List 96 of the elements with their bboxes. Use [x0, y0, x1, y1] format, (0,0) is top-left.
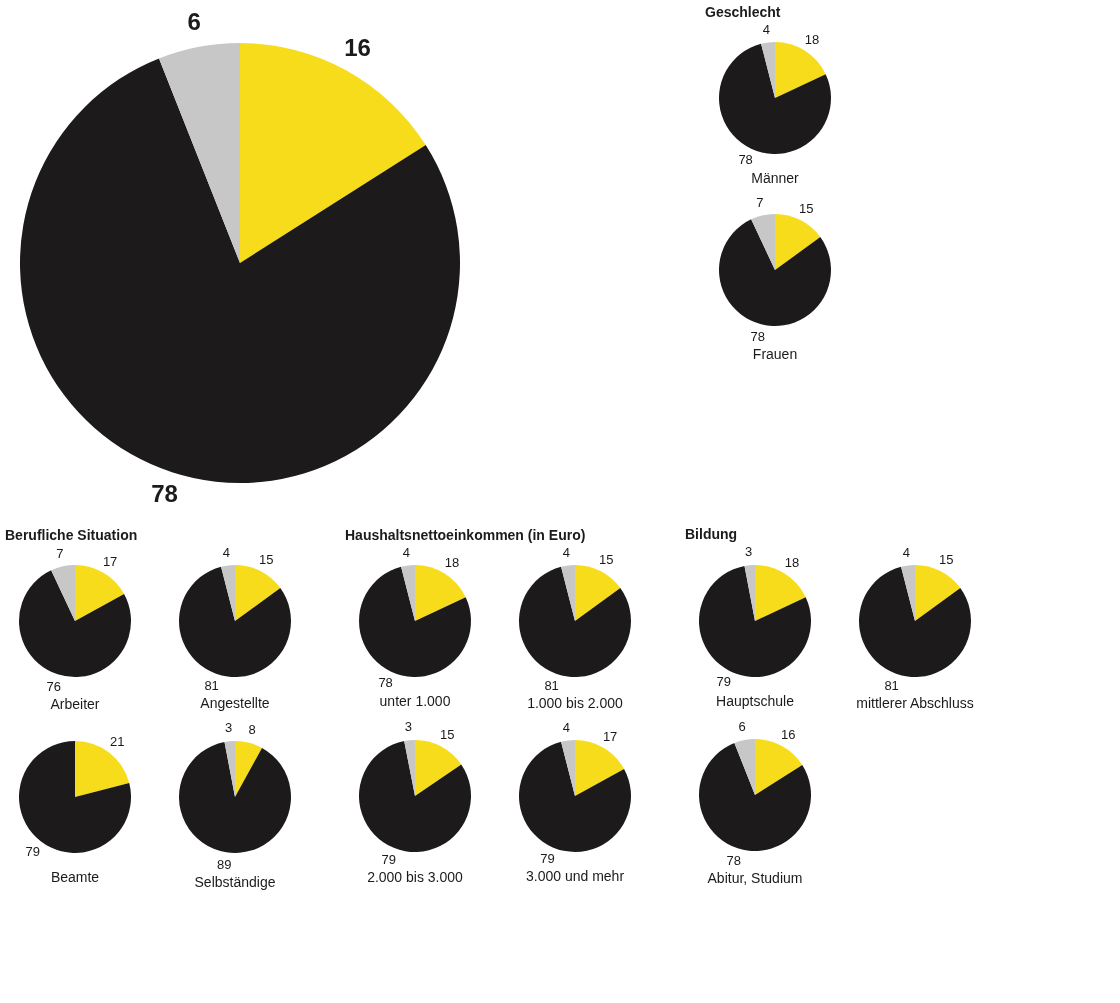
- data-label: 17: [102, 553, 118, 569]
- pie-slice: [221, 565, 235, 621]
- data-label: 15: [939, 551, 954, 567]
- pie-slice: [224, 741, 235, 797]
- data-label: 15: [259, 551, 274, 567]
- data-label: 15: [599, 551, 614, 567]
- text: 2.000 bis 3.000: [367, 868, 464, 885]
- pie-slice: [755, 739, 803, 795]
- pie-slice: [575, 740, 625, 796]
- pie-slice: [404, 740, 415, 796]
- data-label: 79: [540, 851, 555, 867]
- pie-slice: [359, 566, 471, 677]
- text: Angestellte: [200, 694, 270, 711]
- pie-slice: [755, 565, 806, 621]
- data-label: 18: [804, 31, 820, 47]
- data-label: 78: [726, 852, 741, 868]
- pie-slice: [75, 565, 125, 621]
- data-label: 17: [602, 728, 618, 744]
- data-label: 7: [756, 194, 764, 210]
- pie-slice: [235, 565, 281, 621]
- data-label: 4: [762, 21, 770, 37]
- pie-slice: [901, 565, 915, 621]
- data-label: 78: [738, 152, 753, 168]
- data-label: 3: [404, 719, 412, 735]
- data-label: 79: [716, 674, 731, 690]
- pie-slice: [859, 566, 971, 677]
- pie-slice: [519, 741, 631, 852]
- text: Beamte: [50, 869, 100, 885]
- pie-slice: [51, 565, 75, 621]
- pie-slice: [751, 214, 775, 270]
- data-label: 81: [544, 677, 559, 693]
- text: mittlerer Abschluss: [856, 694, 974, 711]
- text: Männer: [751, 170, 800, 186]
- pie-slice: [561, 565, 575, 621]
- data-label: 81: [204, 677, 219, 693]
- data-label: 16: [344, 34, 371, 62]
- data-label: 18: [444, 554, 460, 570]
- data-label: 81: [884, 677, 899, 693]
- data-label: 16: [781, 726, 796, 742]
- text: Haushaltsnettoeinkommen (in Euro): [345, 526, 586, 543]
- pie-slice: [19, 570, 131, 677]
- text: Berufliche Situation: [5, 526, 138, 543]
- pie-slice: [915, 565, 961, 621]
- pie-slice: [775, 214, 821, 270]
- pie-slice: [359, 741, 471, 852]
- text: Frauen: [752, 345, 798, 362]
- data-label: 79: [25, 843, 40, 859]
- data-label: 4: [562, 719, 570, 735]
- text: Hauptschule: [716, 693, 795, 709]
- pie-slice: [159, 43, 240, 263]
- data-label: 4: [402, 544, 410, 560]
- data-label: 78: [750, 328, 766, 344]
- pie-slice: [235, 741, 262, 797]
- pie-slice: [719, 43, 831, 154]
- data-label: 3: [224, 720, 233, 736]
- text: Arbeiter: [50, 695, 100, 712]
- pie-slice: [744, 565, 755, 621]
- pie-slice: [775, 42, 826, 98]
- pie-slice: [179, 566, 291, 677]
- pie-slice: [20, 58, 460, 483]
- data-label: 6: [187, 8, 201, 36]
- pie-slice: [415, 740, 462, 796]
- pie-slice: [575, 565, 621, 621]
- data-label: 6: [738, 719, 746, 735]
- pie-slice: [401, 565, 415, 621]
- data-label: 15: [439, 726, 455, 742]
- pie-slice: [699, 742, 811, 851]
- data-label: 79: [381, 851, 397, 867]
- text: 1.000 bis 2.000: [527, 694, 624, 711]
- pie-slice: [561, 740, 575, 796]
- data-label: 21: [110, 734, 125, 750]
- pie-slice: [415, 565, 466, 621]
- data-label: 4: [902, 544, 910, 560]
- text: Abitur, Studium: [707, 869, 803, 886]
- pie-slice: [719, 219, 831, 326]
- pie-slice: [519, 566, 631, 677]
- data-label: 76: [46, 678, 61, 694]
- data-label: 18: [784, 554, 800, 570]
- data-label: 7: [56, 545, 64, 561]
- pie-slice: [734, 739, 755, 795]
- text: Geschlecht: [705, 3, 781, 20]
- text: 3.000 und mehr: [525, 868, 625, 885]
- pie-slice: [761, 42, 775, 98]
- data-label: 3: [744, 544, 753, 560]
- data-label: 8: [248, 722, 256, 738]
- text: Selbständige: [194, 874, 276, 891]
- data-label: 78: [151, 480, 178, 508]
- data-label: 4: [222, 544, 230, 560]
- data-label: 78: [378, 675, 393, 691]
- data-label: 89: [216, 857, 232, 873]
- text: unter 1.000: [379, 693, 451, 709]
- text: Bildung: [685, 526, 738, 543]
- data-label: 15: [799, 200, 814, 216]
- pie-slice: [179, 741, 291, 853]
- data-label: 4: [562, 544, 570, 560]
- pie-slice: [699, 565, 811, 677]
